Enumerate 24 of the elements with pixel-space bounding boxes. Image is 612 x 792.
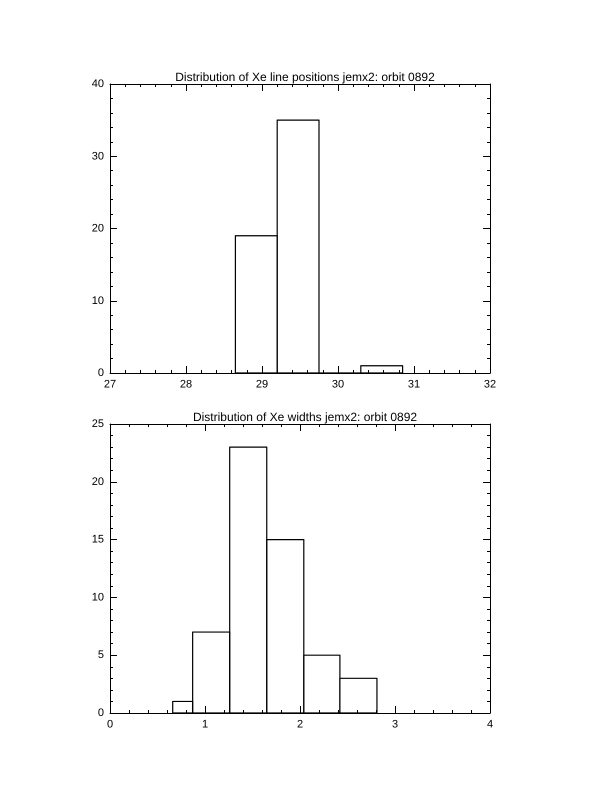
x-tick-label: 31 xyxy=(408,378,420,390)
chart-title: Distribution of Xe line positions jemx2: orbit 0892 xyxy=(175,70,436,84)
y-tick-label: 20 xyxy=(92,476,104,488)
x-tick-label: 29 xyxy=(256,378,268,390)
x-tick-label: 2 xyxy=(296,718,304,730)
y-tick-label: 15 xyxy=(92,534,104,546)
y-tick-label: 25 xyxy=(92,418,104,430)
x-tick-label: 1 xyxy=(202,718,208,730)
y-tick-label: 30 xyxy=(92,150,104,162)
y-tick-label: 0 xyxy=(98,367,104,379)
y-tick-label: 40 xyxy=(92,78,104,90)
x-tick-label: 3 xyxy=(392,718,398,730)
x-tick-label: 30 xyxy=(332,378,344,390)
x-tick-label: 32 xyxy=(484,378,496,390)
x-tick-label: 0 xyxy=(106,718,114,730)
x-tick-label: 28 xyxy=(180,378,192,390)
y-tick-label: 0 xyxy=(98,707,104,719)
y-tick-label: 10 xyxy=(92,294,104,307)
x-tick-label: 27 xyxy=(104,378,116,390)
y-tick-label: 5 xyxy=(98,649,104,662)
y-tick-label: 10 xyxy=(92,591,104,604)
chart-title: Distribution of Xe widths jemx2: orbit 0892 xyxy=(192,410,418,424)
x-tick-label: 4 xyxy=(486,718,494,730)
y-tick-label: 20 xyxy=(92,222,104,234)
